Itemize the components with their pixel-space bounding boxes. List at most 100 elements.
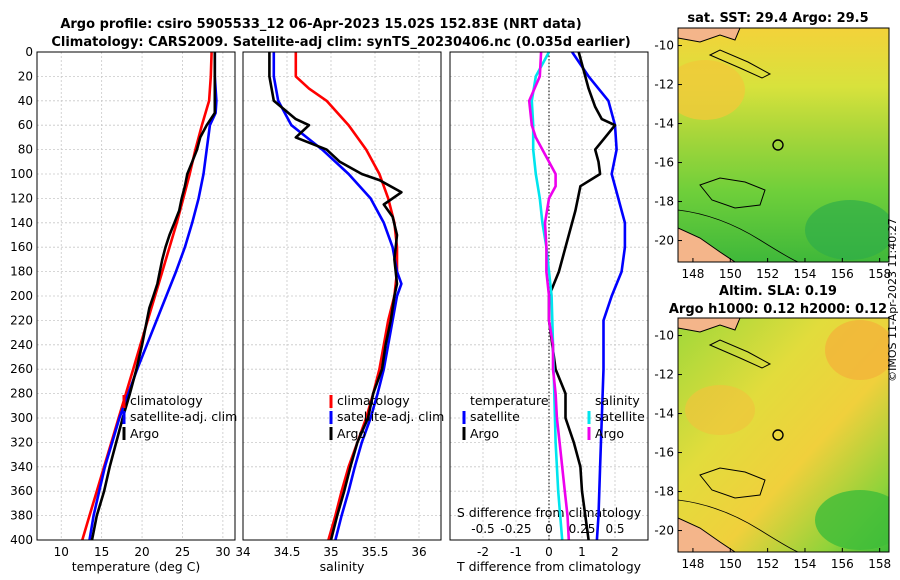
- map-y-tick-label: -18: [654, 195, 674, 209]
- sla-low-patch: [815, 490, 889, 550]
- land-mass-png: [678, 28, 741, 43]
- map-y-tick-label: -12: [654, 78, 674, 92]
- map-y-tick-label: -12: [654, 368, 674, 382]
- y-tick-label: 140: [10, 216, 33, 230]
- salinity-legend: climatology satellite-adj. clim Argo: [329, 393, 444, 441]
- map-y-tick-label: -20: [654, 524, 674, 538]
- s-tick-label: -0.25: [500, 522, 531, 536]
- sst-cool-patch: [805, 200, 889, 260]
- y-tick-label: 360: [10, 484, 33, 498]
- panel-frame: [449, 51, 649, 541]
- series-line-climatology: [294, 52, 399, 541]
- y-tick-label: 400: [10, 533, 33, 547]
- y-tick-label: 320: [10, 435, 33, 449]
- profile-location-marker: [772, 139, 784, 151]
- y-tick-label: 80: [18, 143, 33, 157]
- difference-legend-temperature: temperature satellite Argo: [462, 393, 549, 441]
- y-tick-label: 120: [10, 191, 33, 205]
- map-x-tick-label: 156: [831, 267, 854, 281]
- y-tick-label: 40: [18, 94, 33, 108]
- s-tick-label: 0: [545, 522, 553, 536]
- y-tick-label: 160: [10, 240, 33, 254]
- series-line-t-satellite: [571, 51, 627, 541]
- y-tick-label: 340: [10, 460, 33, 474]
- s-tick-label: 0.25: [569, 522, 596, 536]
- legend-label-argo: Argo: [130, 426, 159, 441]
- x-tick-label: 35: [323, 545, 338, 559]
- reef-line: [678, 499, 801, 552]
- sla-mid-patch: [685, 385, 755, 435]
- map-y-tick-label: -10: [654, 329, 674, 343]
- y-tick-label: 0: [25, 45, 33, 59]
- y-tick-label: 260: [10, 362, 33, 376]
- sla-map: [678, 318, 889, 552]
- map-x-tick-label: 156: [831, 557, 854, 571]
- temperature-panel: 0 20 40 60 80 100 120 140 160 180 200 220 240 260 280 3…: [10, 45, 236, 574]
- map-y-tick-label: -20: [654, 234, 674, 248]
- profile-location-marker: [772, 429, 784, 441]
- x-tick-label: 25: [175, 545, 190, 559]
- legend-label-satellite: satellite-adj. clim: [130, 409, 237, 424]
- x-axis-label: salinity: [320, 559, 365, 574]
- land-mass-australia: [678, 227, 736, 262]
- figure-title-line2: Climatology: CARS2009. Satellite-adj cli…: [51, 35, 630, 50]
- map-x-tick-label: 158: [868, 557, 891, 571]
- map-x-tick-label: 154: [794, 267, 817, 281]
- sst-warm-patch: [678, 60, 745, 120]
- y-tick-label: 60: [18, 118, 33, 132]
- sst-map-frame: [677, 27, 890, 263]
- sla-map-frame: [677, 317, 890, 553]
- map-y-tick-label: -16: [654, 446, 674, 460]
- legend-label-t-argo: Argo: [470, 426, 499, 441]
- y-tick-label: 200: [10, 289, 33, 303]
- series-line-s-argo: [527, 51, 571, 541]
- legend-header-salinity: salinity: [595, 393, 640, 408]
- x-tick-label: 34: [235, 545, 250, 559]
- y-tick-label: 180: [10, 265, 33, 279]
- x-tick-label: 36: [411, 545, 426, 559]
- salinity-panel: 34 34.5 35 35.5 36 salinity: [235, 51, 442, 574]
- legend-label-argo: Argo: [337, 426, 366, 441]
- y-tick-label: 280: [10, 387, 33, 401]
- y-tick-label: 240: [10, 338, 33, 352]
- x-tick-label: 34.5: [274, 545, 301, 559]
- x-axis-label: temperature (deg C): [72, 559, 201, 574]
- map-x-tick-label: 152: [756, 267, 779, 281]
- reef-outline: [699, 177, 766, 209]
- sla-map-title-line2: Argo h1000: 0.12 h2000: 0.12: [669, 302, 887, 317]
- sst-map: [678, 28, 889, 262]
- x-tick-label: 10: [54, 545, 69, 559]
- y-tick-label: 300: [10, 411, 33, 425]
- x-tick-label: 1: [578, 545, 586, 559]
- x-tick-label: 2: [611, 545, 619, 559]
- island-chain: [708, 49, 772, 79]
- panel-frame: [36, 51, 236, 541]
- y-tick-label: 380: [10, 509, 33, 523]
- map-x-tick-label: 148: [681, 557, 704, 571]
- legend-label-t-satellite: satellite: [470, 409, 520, 424]
- figure-title-line1: Argo profile: csiro 5905533_12 06-Apr-20…: [60, 17, 581, 32]
- s-tick-label: -0.5: [471, 522, 494, 536]
- sla-high-patch: [825, 320, 889, 380]
- sst-map-title: sat. SST: 29.4 Argo: 29.5: [687, 11, 868, 26]
- x-tick-label: 20: [134, 545, 149, 559]
- x-tick-label: -2: [477, 545, 489, 559]
- map-y-tick-label: -14: [654, 407, 674, 421]
- series-line-satellite-adj-clim: [88, 52, 218, 541]
- map-y-tick-label: -18: [654, 485, 674, 499]
- series-line-argo: [90, 52, 217, 541]
- map-x-tick-label: 152: [756, 557, 779, 571]
- map-x-tick-label: 148: [681, 267, 704, 281]
- imos-credit: ©IMOS 11-Apr-2023 11:40:27: [886, 218, 899, 382]
- x-tick-label: 15: [94, 545, 109, 559]
- map-x-tick-label: 158: [868, 267, 891, 281]
- reef-outline: [699, 467, 766, 499]
- map-y-tick-label: -14: [654, 117, 674, 131]
- map-y-tick-label: -10: [654, 39, 674, 53]
- island-chain: [708, 339, 772, 369]
- legend-label-climatology: climatology: [337, 393, 410, 408]
- difference-legend-salinity: salinity satellite Argo: [587, 393, 645, 441]
- land-mass-australia: [678, 517, 736, 552]
- reef-line: [678, 209, 801, 262]
